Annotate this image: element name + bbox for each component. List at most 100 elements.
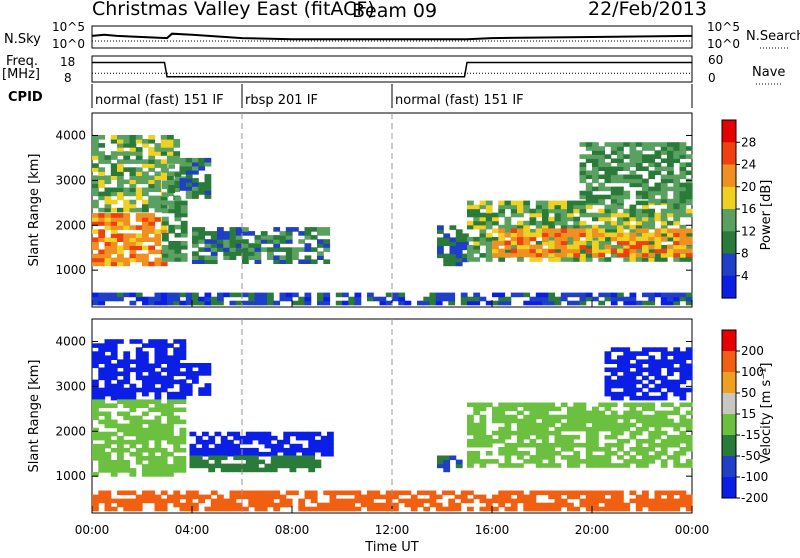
data-cell — [148, 456, 156, 461]
cpid-segments: normal (fast) 151 IF rbsp 201 IF normal (f… — [91, 84, 693, 108]
data-cell — [167, 363, 174, 369]
data-cell — [617, 204, 624, 210]
colorbar-swatch — [722, 231, 736, 255]
data-cell — [660, 228, 668, 233]
data-cell — [129, 151, 137, 156]
data-cell — [167, 464, 174, 469]
data-cell — [567, 442, 574, 448]
data-cell — [373, 502, 381, 508]
data-cell — [385, 494, 393, 500]
data-cell — [498, 463, 506, 468]
data-cell — [523, 200, 531, 206]
data-cell — [223, 506, 231, 512]
data-cell — [417, 502, 424, 508]
data-cell — [504, 228, 512, 234]
data-cell — [104, 339, 112, 344]
data-cell — [135, 427, 143, 433]
data-cell — [492, 438, 499, 444]
data-cell — [189, 451, 197, 457]
data-cell — [635, 224, 643, 230]
data-cell — [154, 379, 162, 385]
data-cell — [179, 371, 187, 377]
data-cell — [198, 363, 206, 368]
data-cell — [510, 418, 518, 424]
data-cell — [189, 459, 197, 465]
data-cell — [160, 403, 168, 408]
data-cell — [642, 359, 649, 364]
data-cell — [423, 490, 431, 496]
data-cell — [667, 300, 674, 306]
data-cell — [660, 383, 668, 389]
data-cell — [610, 490, 618, 496]
data-cell — [567, 232, 574, 238]
data-cell — [504, 249, 512, 254]
data-cell — [252, 455, 259, 461]
data-cell — [667, 166, 674, 171]
data-cell — [117, 135, 124, 140]
data-cell — [173, 399, 181, 404]
data-cell — [135, 347, 143, 352]
data-cell — [198, 166, 206, 171]
data-cell — [258, 467, 266, 473]
data-cell — [198, 255, 206, 260]
data-cell — [160, 447, 168, 453]
freq-label: Freq. — [6, 54, 38, 69]
data-cell — [123, 217, 131, 222]
data-cell — [92, 506, 99, 512]
data-cell — [104, 490, 112, 496]
data-cell — [629, 387, 637, 393]
data-cell — [604, 379, 612, 385]
data-cell — [208, 463, 216, 469]
data-cell — [260, 296, 268, 302]
data-cell — [98, 498, 106, 504]
data-cell — [117, 498, 124, 504]
data-cell — [642, 257, 649, 262]
data-cell — [398, 498, 406, 504]
data-cell — [660, 194, 668, 200]
data-cell — [673, 502, 681, 508]
data-cell — [154, 179, 162, 185]
data-cell — [498, 490, 506, 496]
data-cell — [585, 228, 593, 233]
data-cell — [142, 159, 149, 164]
data-cell — [210, 247, 218, 252]
data-cell — [142, 447, 149, 453]
data-cell — [174, 200, 182, 206]
data-cell — [585, 430, 593, 436]
data-cell — [642, 166, 649, 171]
data-cell — [573, 506, 581, 512]
data-cell — [104, 443, 112, 449]
data-cell — [667, 292, 674, 298]
data-cell — [154, 464, 162, 469]
data-cell — [92, 143, 99, 148]
data-cell — [667, 142, 674, 147]
data-cell — [277, 439, 284, 445]
data-cell — [98, 351, 106, 356]
data-cell — [173, 464, 181, 469]
data-cell — [554, 240, 562, 246]
data-cell — [173, 395, 181, 401]
data-cell — [679, 355, 687, 360]
data-cell — [443, 463, 451, 469]
data-cell — [598, 198, 606, 204]
data-cell — [610, 402, 618, 408]
data-cell — [604, 178, 612, 184]
data-cell — [579, 410, 587, 416]
data-cell — [185, 383, 193, 388]
data-cell — [685, 438, 693, 444]
data-cell — [673, 208, 681, 214]
data-cell — [604, 154, 612, 159]
data-cell — [648, 296, 656, 302]
data-cell — [479, 204, 487, 210]
data-cell — [473, 494, 481, 500]
data-cell — [610, 371, 618, 377]
data-cell — [154, 207, 162, 213]
data-cell — [142, 343, 149, 348]
data-cell — [448, 506, 456, 512]
data-cell — [510, 292, 518, 298]
data-cell — [629, 150, 637, 155]
data-cell — [198, 157, 206, 163]
data-cell — [679, 494, 687, 500]
data-cell — [473, 438, 481, 444]
data-cell — [604, 490, 612, 496]
